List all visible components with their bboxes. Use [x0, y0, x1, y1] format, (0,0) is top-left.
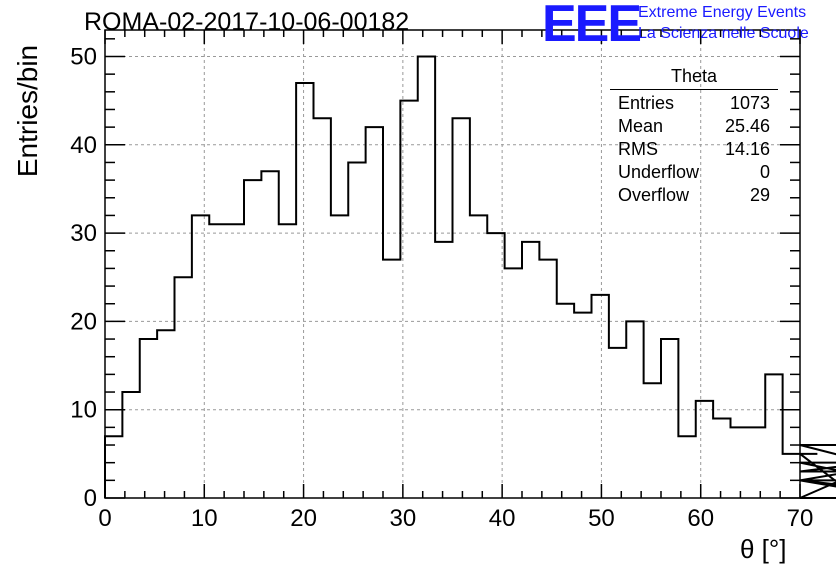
- stats-row-underflow: Underflow 0: [610, 161, 778, 184]
- y-tick-label: 20: [70, 308, 97, 335]
- stats-value: 29: [749, 185, 770, 205]
- stats-label: Entries: [618, 93, 675, 113]
- stats-value: 1073: [729, 93, 770, 113]
- x-tick-label: 70: [787, 505, 814, 532]
- x-tick-label: 10: [191, 505, 218, 532]
- y-tick-label: 50: [70, 43, 97, 70]
- x-axis-label: θ [°]: [740, 534, 787, 564]
- logo-text-line2: La Scienza nelle Scuole: [638, 25, 809, 42]
- stats-row-mean: Mean 25.46: [610, 115, 778, 138]
- stats-row-rms: RMS 14.16: [610, 138, 778, 161]
- plot-frame: [104, 29, 801, 499]
- x-tick-label: 50: [588, 505, 615, 532]
- stats-label: Overflow: [618, 185, 690, 205]
- y-tick-label: 0: [84, 485, 97, 512]
- stats-row-entries: Entries 1073: [610, 92, 778, 115]
- stats-value: 14.16: [724, 139, 770, 159]
- stats-label: Underflow: [618, 162, 700, 182]
- eee-logo: EEE: [542, 0, 642, 53]
- x-tick-label: 40: [489, 505, 516, 532]
- x-tick-label: 20: [290, 505, 317, 532]
- y-tick-label: 40: [70, 132, 97, 159]
- logo-text-line1: Extreme Energy Events: [638, 4, 807, 21]
- x-tick-label: 30: [390, 505, 417, 532]
- stats-box: Theta Entries 1073 Mean 25.46 RMS 14.16 …: [610, 66, 778, 207]
- chart-title: ROMA-02-2017-10-06-00182: [84, 8, 410, 36]
- stats-value: 0: [759, 162, 770, 182]
- stats-value: 25.46: [724, 116, 770, 136]
- stats-label: RMS: [618, 139, 658, 159]
- x-tick-label: 0: [98, 505, 111, 532]
- y-axis-label: Entries/bin: [12, 44, 43, 178]
- stats-title: Theta: [610, 66, 778, 90]
- y-tick-label: 30: [70, 220, 97, 247]
- x-tick-label: 60: [687, 505, 714, 532]
- stats-label: Mean: [618, 116, 664, 136]
- y-tick-label: 10: [70, 397, 97, 424]
- stats-row-overflow: Overflow 29: [610, 184, 778, 207]
